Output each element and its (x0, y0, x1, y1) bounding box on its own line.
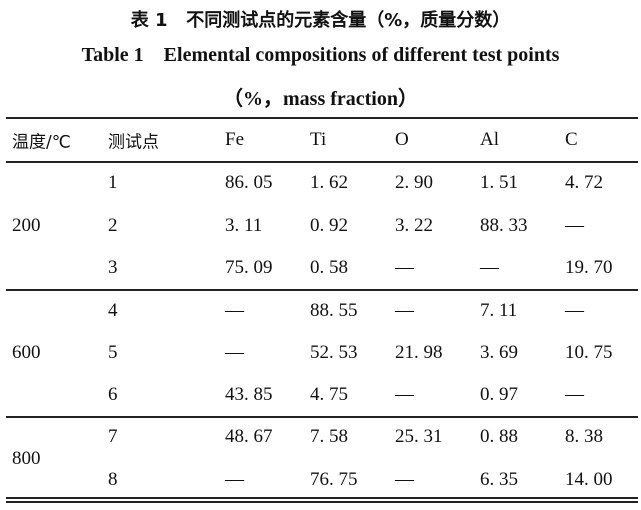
cell-test-point: 2 (108, 215, 118, 236)
header-ti: Ti (310, 129, 327, 150)
cell-test-point: 3 (108, 257, 118, 278)
cell-al: 6. 35 (480, 469, 518, 490)
cell-fe: 86. 05 (225, 172, 273, 193)
top-rule (6, 117, 638, 119)
header-o: O (395, 129, 409, 150)
temperature-cell: 800 (12, 447, 41, 469)
group-divider (6, 289, 638, 291)
cell-c: 19. 70 (565, 257, 613, 278)
cell-al: 3. 69 (480, 342, 518, 363)
cell-al: 88. 33 (480, 215, 528, 236)
bottom-rule (6, 497, 638, 499)
cell-test-point: 5 (108, 342, 118, 363)
temperature-cell: 200 (12, 214, 41, 236)
cell-c: — (565, 215, 584, 236)
cell-test-point: 6 (108, 384, 118, 405)
cell-o: — (395, 469, 414, 490)
cell-fe: 43. 85 (225, 384, 273, 405)
cell-o: 21. 98 (395, 342, 443, 363)
cell-al: — (480, 257, 499, 278)
cell-ti: 1. 62 (310, 172, 348, 193)
cell-ti: 0. 58 (310, 257, 348, 278)
cell-test-point: 8 (108, 469, 118, 490)
cell-o: 2. 90 (395, 172, 433, 193)
caption-unit: （%，mass fraction） (223, 88, 418, 110)
cell-c: 14. 00 (565, 469, 613, 490)
caption-english: Table 1 Elemental compositions of differ… (81, 44, 560, 66)
temperature-cell: 600 (12, 342, 41, 363)
cell-ti: 4. 75 (310, 384, 348, 405)
cell-al: 1. 51 (480, 172, 518, 193)
cell-ti: 76. 75 (310, 469, 358, 490)
cell-o: 3. 22 (395, 215, 433, 236)
cell-c: 10. 75 (565, 342, 613, 363)
header-temperature: 温度/℃ (12, 132, 71, 153)
cell-o: 25. 31 (395, 426, 443, 447)
cell-c: 8. 38 (565, 426, 603, 447)
cell-c: — (565, 384, 584, 405)
cell-test-point: 7 (108, 426, 118, 447)
cell-al: 0. 88 (480, 426, 518, 447)
cell-fe: 48. 67 (225, 426, 273, 447)
cell-al: 0. 97 (480, 384, 518, 405)
cell-test-point: 4 (108, 300, 118, 321)
header-rule (6, 161, 638, 163)
cell-o: — (395, 257, 414, 278)
cell-fe: — (225, 342, 244, 363)
cell-test-point: 1 (108, 172, 118, 193)
cell-ti: 88. 55 (310, 300, 358, 321)
cell-fe: 3. 11 (225, 215, 263, 236)
bottom-rule (6, 501, 638, 503)
group-divider (6, 416, 638, 418)
header-al: Al (480, 129, 499, 150)
cell-ti: 7. 58 (310, 426, 348, 447)
cell-al: 7. 11 (480, 300, 518, 321)
cell-fe: — (225, 300, 244, 321)
cell-c: 4. 72 (565, 172, 603, 193)
cell-c: — (565, 300, 584, 321)
cell-o: — (395, 300, 414, 321)
cell-fe: 75. 09 (225, 257, 273, 278)
header-c: C (565, 129, 578, 150)
cell-ti: 52. 53 (310, 342, 358, 363)
cell-ti: 0. 92 (310, 215, 348, 236)
cell-fe: — (225, 469, 244, 490)
caption-chinese: 表 1 不同测试点的元素含量（%，质量分数） (130, 10, 511, 31)
header-test-point: 测试点 (108, 132, 159, 153)
cell-o: — (395, 384, 414, 405)
header-fe: Fe (225, 129, 244, 150)
